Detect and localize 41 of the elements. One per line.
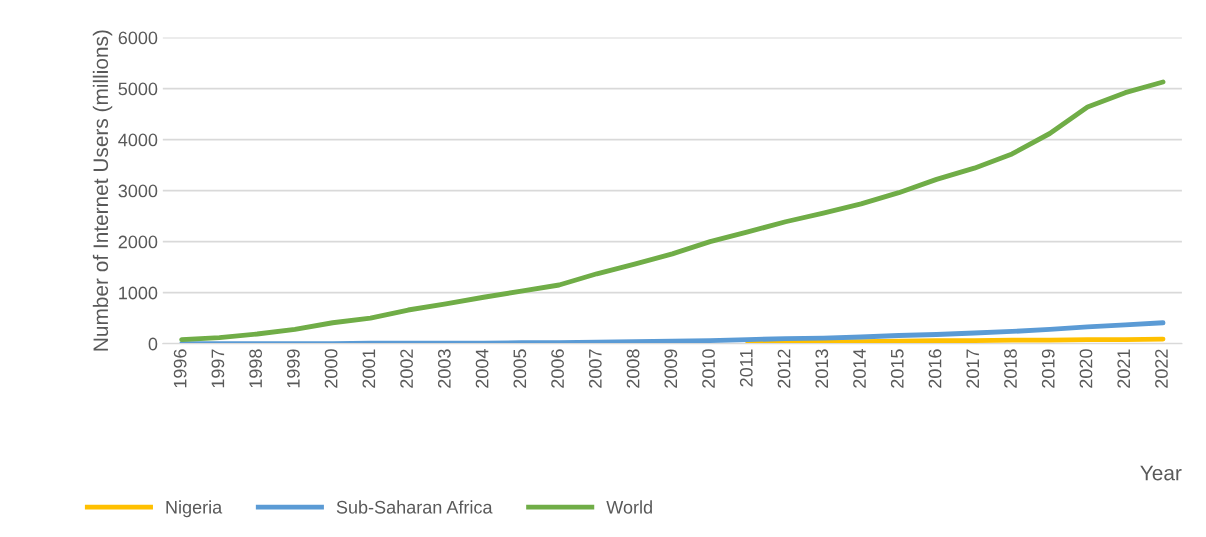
x-tick-label: 2002 (400, 349, 413, 388)
x-tick-label: 2020 (1079, 349, 1093, 388)
x-tick-label: 2014 (853, 349, 866, 388)
y-tick-label: 0 (148, 337, 158, 351)
x-tick-label: 2010 (702, 349, 715, 388)
line-series (179, 79, 1166, 343)
x-axis-title: Year (1140, 465, 1182, 481)
y-axis-title: Number of Internet Users (millions) (92, 30, 113, 351)
x-tick-label: 2019 (1041, 349, 1055, 388)
x-tick-label: 1999 (286, 349, 300, 388)
y-tick-label: 2000 (118, 235, 158, 249)
y-tick-label: 6000 (118, 31, 158, 45)
x-tick-label: 2022 (1155, 349, 1168, 388)
x-tick-label: 1998 (249, 349, 263, 388)
y-tick-label: 3000 (118, 184, 158, 198)
x-tick-label: 2007 (588, 349, 602, 388)
x-tick-label: 2001 (362, 349, 376, 388)
x-tick-label: 2016 (928, 349, 942, 388)
x-tick-label: 2004 (475, 349, 489, 388)
x-tick-label: 1996 (173, 349, 187, 388)
x-tick-label: 2005 (513, 349, 527, 388)
x-tick-label: 2015 (890, 349, 904, 388)
x-tick-label: 2018 (1004, 349, 1017, 388)
legend-label: World (606, 500, 652, 514)
line-series (179, 320, 1166, 344)
x-tick-label: 2006 (551, 349, 564, 388)
y-tick-label: 1000 (119, 286, 158, 300)
x-tick-label: 2017 (966, 349, 980, 388)
legend-label: Nigeria (166, 500, 223, 518)
legend-label: Sub-Saharan Africa (336, 500, 493, 514)
x-tick-label: 2003 (437, 349, 451, 388)
y-tick-label: 4000 (118, 133, 158, 147)
x-tick-label: 2011 (739, 349, 753, 387)
y-tick-label: 5000 (118, 82, 158, 96)
x-tick-label: 2012 (777, 349, 791, 388)
x-tick-label: 2000 (324, 349, 338, 388)
x-tick-label: 2008 (626, 349, 640, 388)
x-tick-label: 2021 (1117, 349, 1131, 388)
x-tick-label: 1997 (211, 349, 225, 388)
x-tick-label: 2013 (815, 349, 829, 388)
x-tick-label: 2009 (664, 349, 678, 388)
